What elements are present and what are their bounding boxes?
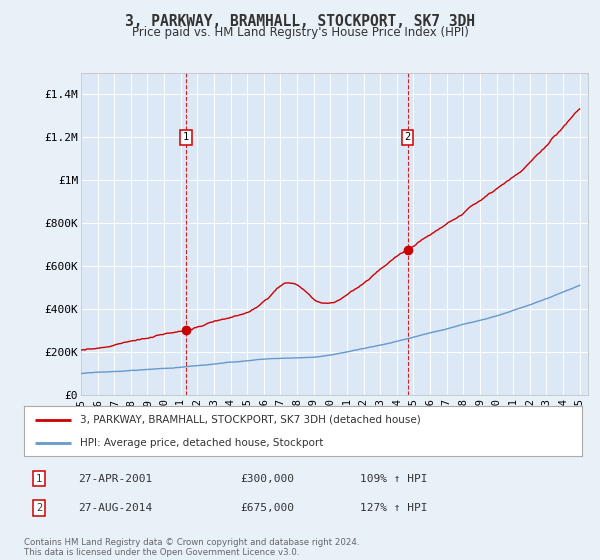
Text: 27-APR-2001: 27-APR-2001 bbox=[78, 474, 152, 484]
Text: 2: 2 bbox=[404, 132, 411, 142]
Text: 27-AUG-2014: 27-AUG-2014 bbox=[78, 503, 152, 513]
Text: 1: 1 bbox=[36, 474, 42, 484]
Text: £300,000: £300,000 bbox=[240, 474, 294, 484]
Text: HPI: Average price, detached house, Stockport: HPI: Average price, detached house, Stoc… bbox=[80, 438, 323, 448]
Text: 2: 2 bbox=[36, 503, 42, 513]
Text: 127% ↑ HPI: 127% ↑ HPI bbox=[360, 503, 427, 513]
Text: Contains HM Land Registry data © Crown copyright and database right 2024.
This d: Contains HM Land Registry data © Crown c… bbox=[24, 538, 359, 557]
Text: 1: 1 bbox=[183, 132, 189, 142]
Text: 109% ↑ HPI: 109% ↑ HPI bbox=[360, 474, 427, 484]
Text: £675,000: £675,000 bbox=[240, 503, 294, 513]
Text: 3, PARKWAY, BRAMHALL, STOCKPORT, SK7 3DH: 3, PARKWAY, BRAMHALL, STOCKPORT, SK7 3DH bbox=[125, 14, 475, 29]
Text: Price paid vs. HM Land Registry's House Price Index (HPI): Price paid vs. HM Land Registry's House … bbox=[131, 26, 469, 39]
Text: 3, PARKWAY, BRAMHALL, STOCKPORT, SK7 3DH (detached house): 3, PARKWAY, BRAMHALL, STOCKPORT, SK7 3DH… bbox=[80, 414, 421, 424]
